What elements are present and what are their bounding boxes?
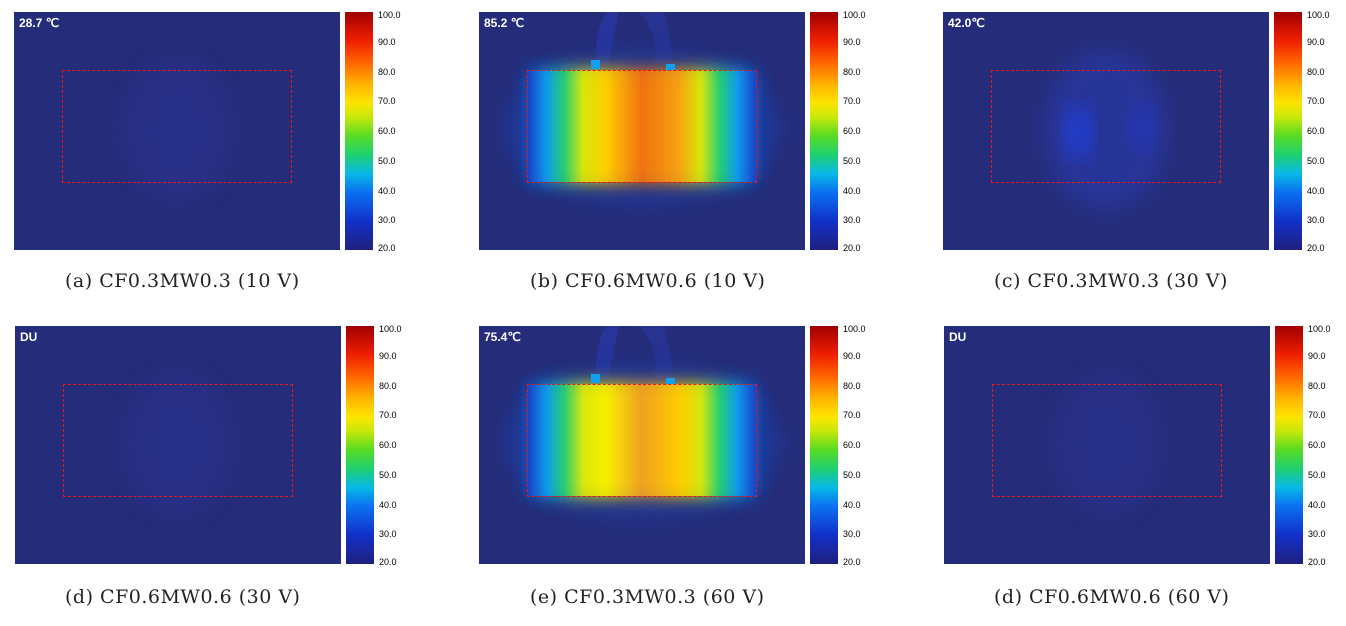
max-temperature-label: DU (20, 330, 38, 344)
roi-dashed-box (992, 384, 1222, 497)
max-temperature-label: 85.2 ℃ (484, 16, 525, 30)
colorbar-tick-label: 100.0 (378, 10, 401, 20)
colorbar-tick-label: 60.0 (1307, 126, 1325, 136)
roi-dashed-box (527, 384, 757, 497)
colorbar-tick-label: 20.0 (379, 557, 397, 567)
colorbar-tick-label: 90.0 (843, 36, 861, 47)
panel-caption: (e) CF0.3MW0.3 (60 V) (530, 586, 765, 608)
colorbar-tick-label: 100.0 (1308, 324, 1331, 334)
colorbar-tick-label: 40.0 (379, 499, 397, 510)
colorbar-tick-label: 50.0 (379, 469, 397, 480)
colorbar-tick-label: 100.0 (1307, 10, 1330, 20)
colorbar-tick-label: 20.0 (378, 243, 396, 253)
roi-dashed-box (62, 70, 292, 183)
thermal-image: DU (15, 326, 341, 564)
colorbar-tick-label: 60.0 (379, 440, 397, 450)
roi-dashed-box (63, 384, 293, 497)
colorbar-tick-label: 80.0 (843, 66, 861, 77)
colorbar-tick-label: 60.0 (1308, 440, 1326, 450)
colorbar-tick-label: 20.0 (843, 557, 861, 567)
colorbar-tick-label: 50.0 (378, 155, 396, 166)
heat-map (122, 60, 232, 200)
colorbar-tick-label: 50.0 (843, 469, 861, 480)
max-temperature-label: DU (949, 330, 967, 344)
roi-dashed-box (527, 70, 757, 183)
thermal-image: 75.4℃ (479, 326, 805, 564)
thermal-image: 28.7 ℃ (14, 12, 340, 250)
roi-dashed-box (991, 70, 1221, 183)
colorbar-tick-label: 90.0 (379, 350, 397, 361)
panel-caption: (d) CF0.6MW0.6 (30 V) (65, 586, 301, 608)
colorbar-tick-label: 50.0 (1307, 155, 1325, 166)
heat-map (502, 326, 782, 520)
heat-map (123, 374, 233, 514)
heat-map (1044, 50, 1168, 210)
colorbar-tick-label: 100.0 (843, 10, 866, 20)
colorbar-tick-label: 100.0 (379, 324, 402, 334)
max-temperature-label: 75.4℃ (484, 330, 521, 344)
colorbar-tick-label: 30.0 (379, 529, 397, 540)
colorbar (346, 326, 374, 564)
colorbar-tick-label: 30.0 (843, 529, 861, 540)
colorbar-tick-label: 100.0 (843, 324, 866, 334)
thermal-image: DU (944, 326, 1270, 564)
colorbar-tick-label: 20.0 (1308, 557, 1326, 567)
colorbar-tick-label: 60.0 (843, 126, 861, 136)
colorbar (345, 12, 373, 250)
colorbar-tick-label: 70.0 (1308, 410, 1326, 421)
panel-caption: (c) CF0.3MW0.3 (30 V) (994, 270, 1228, 292)
panel-caption: (b) CF0.6MW0.6 (10 V) (530, 270, 766, 292)
colorbar-tick-label: 70.0 (843, 96, 861, 107)
colorbar-tick-label: 20.0 (843, 243, 861, 253)
colorbar-tick-label: 80.0 (378, 66, 396, 77)
colorbar-tick-label: 50.0 (1308, 469, 1326, 480)
colorbar-tick-label: 80.0 (1307, 66, 1325, 77)
colorbar-tick-label: 90.0 (1308, 350, 1326, 361)
panel-caption: (d) CF0.6MW0.6 (60 V) (994, 586, 1230, 608)
colorbar-tick-label: 70.0 (1307, 96, 1325, 107)
colorbar-tick-label: 30.0 (843, 215, 861, 226)
heat-map (1052, 374, 1162, 514)
colorbar-tick-label: 30.0 (1308, 529, 1326, 540)
colorbar-tick-label: 60.0 (378, 126, 396, 136)
colorbar-tick-label: 20.0 (1307, 243, 1325, 253)
thermal-image: 85.2 ℃ (479, 12, 805, 250)
colorbar-tick-label: 30.0 (1307, 215, 1325, 226)
colorbar-tick-label: 60.0 (843, 440, 861, 450)
colorbar-tick-label: 40.0 (843, 185, 861, 196)
max-temperature-label: 42.0℃ (948, 16, 985, 30)
colorbar-tick-label: 90.0 (843, 350, 861, 361)
colorbar-tick-label: 50.0 (843, 155, 861, 166)
colorbar (1275, 326, 1303, 564)
colorbar-tick-label: 80.0 (379, 380, 397, 391)
colorbar (1274, 12, 1302, 250)
colorbar-tick-label: 90.0 (378, 36, 396, 47)
colorbar-tick-label: 80.0 (843, 380, 861, 391)
colorbar-tick-label: 40.0 (378, 185, 396, 196)
colorbar-tick-label: 90.0 (1307, 36, 1325, 47)
colorbar-tick-label: 70.0 (379, 410, 397, 421)
colorbar-tick-label: 70.0 (378, 96, 396, 107)
panel-caption: (a) CF0.3MW0.3 (10 V) (65, 270, 300, 292)
colorbar (810, 326, 838, 564)
max-temperature-label: 28.7 ℃ (19, 16, 60, 30)
colorbar-tick-label: 40.0 (1308, 499, 1326, 510)
colorbar-tick-label: 80.0 (1308, 380, 1326, 391)
colorbar-tick-label: 70.0 (843, 410, 861, 421)
colorbar-tick-label: 40.0 (1307, 185, 1325, 196)
colorbar-tick-label: 40.0 (843, 499, 861, 510)
colorbar (810, 12, 838, 250)
thermal-image: 42.0℃ (943, 12, 1269, 250)
heat-map (502, 12, 782, 206)
colorbar-tick-label: 30.0 (378, 215, 396, 226)
